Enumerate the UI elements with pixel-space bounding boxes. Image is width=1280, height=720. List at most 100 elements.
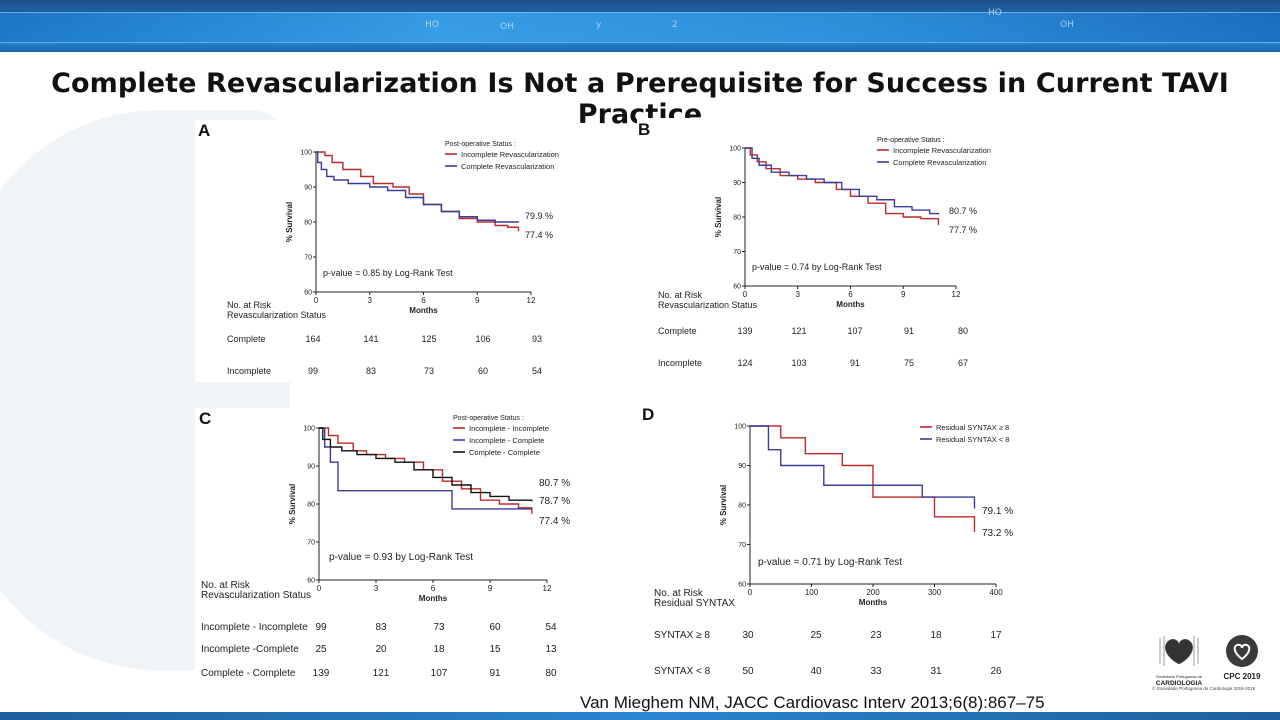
y-tick-label: 80 [733,215,741,222]
risk-count: 124 [737,358,752,368]
risk-count: 15 [489,644,501,655]
y-tick-label: 90 [733,180,741,187]
risk-count: 13 [545,644,557,655]
risk-count: 18 [433,644,445,655]
risk-count: 80 [545,668,557,679]
risk-count: 20 [375,644,387,655]
legend-entry: Incomplete Revascularization [893,146,991,155]
y-tick-label: 90 [304,185,312,192]
panel-a: A 60 70 80 90 100 0 3 6 9 12 Months % Survival Post-… [195,120,565,382]
x-tick-label: 200 [866,588,880,597]
risk-count: 54 [532,366,542,376]
risk-row-label: SYNTAX < 8 [654,666,711,677]
legend-entry: Incomplete - Complete [469,436,544,445]
y-tick-label: 90 [307,464,315,471]
km-curve-2 [745,147,940,215]
risk-row-label: Complete - Complete [201,668,296,679]
risk-count: 40 [810,666,822,677]
legend-entry: Residual SYNTAX ≥ 8 [936,423,1009,432]
x-tick-label: 9 [488,584,493,593]
end-survival-label: 73.2 % [982,528,1013,539]
legend-title: Post-operative Status : [445,141,516,148]
panel-letter: B [638,120,651,139]
risk-count: 73 [433,622,445,633]
legend-entry: Complete Revascularization [893,158,986,167]
x-tick-label: 3 [796,290,801,299]
survival-chart-d: 60 70 80 90 100 0 100 200 300 400 Months % Survival… [654,423,1013,677]
risk-count: 73 [424,366,434,376]
x-tick-label: 3 [374,584,379,593]
risk-count: 83 [366,366,376,376]
risk-count: 67 [958,358,968,368]
x-tick-label: 0 [748,588,753,597]
survival-chart-a: 60 70 80 90 100 0 3 6 9 12 Months % Survival Post-op… [227,141,559,376]
survival-chart-c: 60 70 80 90 100 0 3 6 9 12 Months % Survival Post-op… [201,415,570,679]
legend-title: Pre-operative Status : [877,137,945,144]
risk-count: 121 [373,668,390,679]
risk-row-label: Incomplete - Incomplete [201,622,308,633]
panel-letter: C [199,409,212,428]
legend-entry: Residual SYNTAX < 8 [936,435,1009,444]
y-tick-label: 60 [738,582,746,589]
y-tick-label: 100 [303,426,315,433]
p-value-annotation: p-value = 0.71 by Log-Rank Test [758,557,902,568]
risk-row-label: Complete [658,326,697,336]
x-tick-label: 0 [317,584,322,593]
risk-row-label: SYNTAX ≥ 8 [654,630,710,641]
risk-count: 60 [489,622,501,633]
km-curve-1 [316,151,520,232]
footer-strip [0,712,1280,720]
citation: Van Mieghem NM, JACC Cardiovasc Interv 2… [580,693,1045,712]
risk-count: 25 [810,630,822,641]
risk-table-header: Residual SYNTAX [654,598,735,609]
y-tick-label: 80 [307,502,315,509]
x-tick-label: 6 [848,290,853,299]
x-tick-label: 0 [314,296,319,305]
risk-row-label: Incomplete [227,366,271,376]
risk-count: 17 [990,630,1002,641]
risk-count: 60 [478,366,488,376]
risk-count: 107 [847,326,862,336]
x-tick-label: 6 [421,296,426,305]
end-survival-label: 80.7 % [949,206,977,216]
risk-row-label: Incomplete [658,358,702,368]
risk-table-header: Revascularization Status [658,300,758,310]
km-curve-2 [319,427,532,510]
risk-count: 50 [742,666,754,677]
risk-count: 121 [791,326,806,336]
x-tick-label: 3 [368,296,373,305]
panel-c: C 60 70 80 90 100 0 3 6 9 12 Months % Survival Post-… [195,408,575,690]
risk-count: 83 [375,622,387,633]
panel-letter: A [198,121,211,140]
page-title: Complete Revascularization Is Not a Prer… [51,68,1229,130]
y-tick-label: 100 [300,150,312,157]
end-survival-label: 80.7 % [539,478,570,489]
risk-table-header: Revascularization Status [227,310,327,320]
y-tick-label: 100 [734,424,746,431]
risk-count: 99 [308,366,318,376]
y-tick-label: 60 [733,284,741,291]
risk-table-header: No. at Risk [201,580,251,591]
y-tick-label: 90 [738,463,746,470]
risk-count: 30 [742,630,754,641]
y-tick-label: 60 [304,290,312,297]
risk-table-header: No. at Risk [227,300,272,310]
risk-count: 164 [305,334,320,344]
km-curve-3 [319,427,533,502]
risk-count: 18 [930,630,942,641]
risk-count: 75 [904,358,914,368]
cpc-name: CPC 2019 [1223,672,1261,681]
p-value-annotation: p-value = 0.93 by Log-Rank Test [329,552,473,563]
x-tick-label: 12 [527,296,536,305]
y-tick-label: 80 [304,220,312,227]
risk-count: 91 [850,358,860,368]
legend-entry: Complete Revascularization [461,162,554,171]
risk-count: 26 [990,666,1002,677]
km-curve-1 [750,425,976,532]
y-axis-label: % Survival [719,485,728,525]
y-tick-label: 60 [307,578,315,585]
x-axis-label: Months [419,594,448,603]
legend-entry: Incomplete Revascularization [461,150,559,159]
x-tick-label: 9 [901,290,906,299]
risk-table-header: Revascularization Status [201,590,311,601]
